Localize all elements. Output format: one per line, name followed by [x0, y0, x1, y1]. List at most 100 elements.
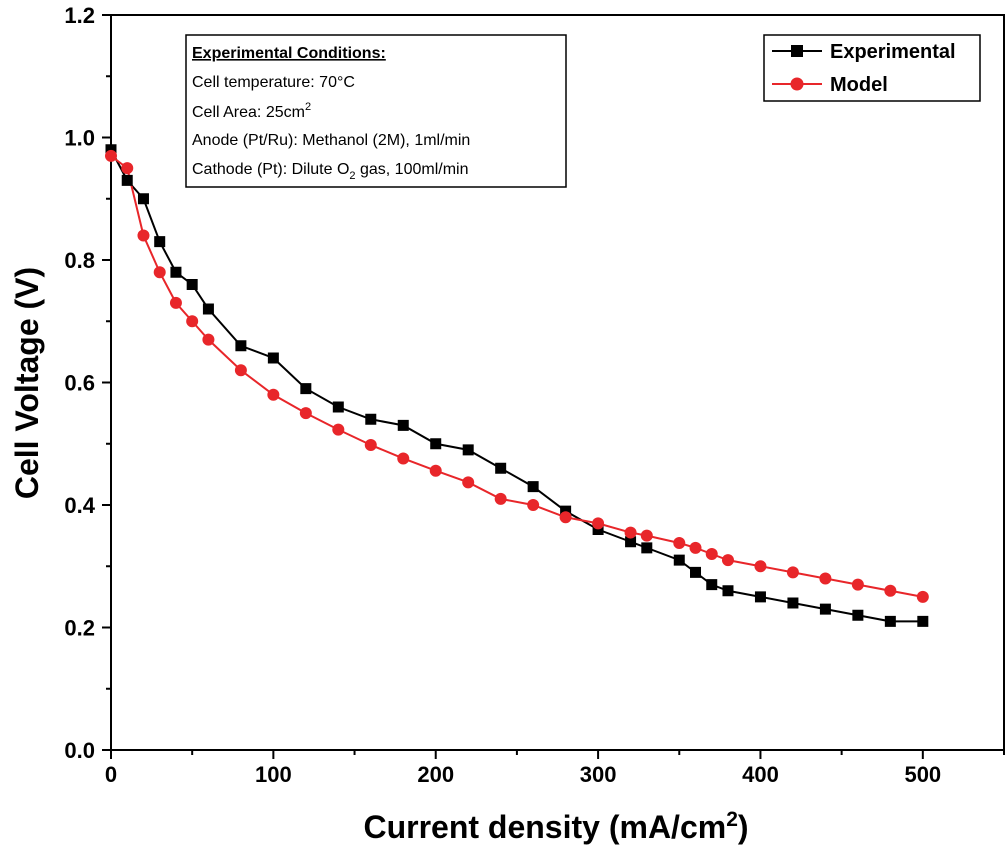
data-point-model	[640, 529, 653, 542]
data-point-experimental	[105, 144, 117, 156]
series-line-experimental	[110, 149, 923, 623]
data-point-experimental	[397, 419, 409, 431]
data-point-model	[364, 438, 377, 451]
data-point-experimental	[852, 609, 864, 621]
y-tick-label: 0.6	[64, 371, 95, 396]
data-point-experimental	[170, 266, 182, 278]
data-point-model	[786, 566, 799, 579]
data-point-model	[916, 590, 929, 603]
x-tick-label: 200	[417, 762, 454, 787]
data-point-model	[689, 541, 702, 554]
data-point-model	[624, 526, 637, 539]
data-point-experimental	[625, 536, 637, 548]
y-tick-label: 0.4	[64, 493, 95, 518]
data-point-experimental	[300, 383, 312, 395]
y-ticks: 0.0 0.2 0.4 0.6 0.8 1.0 1.2	[64, 3, 111, 763]
legend: Experimental Model	[763, 34, 981, 102]
data-point-model	[299, 407, 312, 420]
legend-marker-experimental	[791, 45, 803, 57]
data-point-experimental	[884, 615, 896, 627]
data-point-model	[884, 584, 897, 597]
x-tick-label: 100	[255, 762, 292, 787]
data-point-model	[202, 333, 215, 346]
data-point-model	[851, 578, 864, 591]
data-point-experimental	[154, 236, 166, 248]
conditions-title: Experimental Conditions:	[192, 45, 386, 62]
data-point-experimental	[430, 438, 442, 450]
data-point-model	[234, 364, 247, 377]
data-point-model	[137, 229, 150, 242]
conditions-line-area-sup: 2	[305, 101, 311, 113]
data-point-model	[559, 511, 572, 524]
legend-label-experimental: Experimental	[830, 41, 956, 63]
data-point-model	[462, 476, 475, 489]
data-point-experimental	[722, 585, 734, 597]
conditions-line-cathode-sub: 2	[349, 170, 355, 182]
series-layer	[105, 144, 929, 627]
data-point-model	[721, 554, 734, 567]
data-point-model	[754, 560, 767, 573]
conditions-line-temperature: Cell temperature: 70°C	[192, 74, 355, 91]
data-point-experimental	[462, 444, 474, 456]
data-point-model	[169, 296, 182, 309]
data-point-experimental	[592, 524, 604, 535]
x-axis-title: Current density (mA/cm2)	[363, 808, 748, 845]
data-point-model	[121, 162, 134, 175]
data-point-model	[673, 536, 686, 549]
data-point-experimental	[235, 340, 247, 352]
y-tick-label: 0.0	[64, 738, 95, 763]
data-point-experimental	[202, 303, 214, 315]
data-point-experimental	[121, 174, 133, 186]
x-tick-label: 0	[105, 762, 117, 787]
data-point-experimental	[690, 566, 702, 578]
data-point-model	[705, 548, 718, 560]
data-point-model	[267, 388, 280, 401]
x-ticks: 0 100 200 300 400 500	[105, 750, 1005, 787]
data-point-model	[592, 517, 605, 530]
data-point-experimental	[186, 279, 198, 290]
data-point-experimental	[527, 481, 539, 493]
data-point-model	[105, 149, 117, 162]
x-tick-label: 300	[580, 762, 617, 787]
legend-marker-model	[790, 77, 804, 91]
data-point-model	[397, 452, 410, 465]
data-point-experimental	[137, 193, 149, 205]
x-axis-title-main: Current density (mA/cm	[363, 809, 726, 845]
data-point-model	[332, 423, 345, 436]
y-tick-label: 0.2	[64, 616, 95, 641]
data-point-experimental	[560, 505, 572, 517]
data-point-experimental	[819, 603, 831, 615]
conditions-line-area-text: Cell Area: 25cm	[192, 104, 305, 121]
conditions-line-area: Cell Area: 25cm2	[192, 101, 311, 121]
data-point-model	[153, 266, 166, 279]
data-point-experimental	[495, 462, 507, 474]
data-point-experimental	[641, 542, 653, 554]
conditions-line-cathode-rest: gas, 100ml/min	[356, 161, 469, 178]
series-line-model	[110, 155, 924, 598]
data-point-experimental	[267, 352, 279, 364]
data-point-experimental	[673, 554, 685, 566]
conditions-line-cathode: Cathode (Pt): Dilute O2 gas, 100ml/min	[192, 161, 468, 182]
y-tick-label: 1.0	[64, 126, 95, 151]
y-tick-label: 1.2	[64, 3, 95, 28]
conditions-box-frame	[185, 34, 567, 188]
x-axis-title-sup: 2	[726, 808, 738, 831]
data-point-experimental	[917, 615, 929, 627]
conditions-line-anode: Anode (Pt/Ru): Methanol (2M), 1ml/min	[192, 132, 470, 149]
data-point-experimental	[787, 597, 799, 609]
data-point-model	[819, 572, 832, 585]
legend-label-model: Model	[830, 74, 888, 96]
y-tick-label: 0.8	[64, 248, 95, 273]
data-point-model	[186, 315, 199, 328]
legend-frame	[763, 34, 981, 102]
data-point-model	[429, 464, 442, 477]
data-point-experimental	[706, 579, 718, 591]
x-tick-label: 500	[904, 762, 941, 787]
conditions-box: Experimental Conditions: Cell temperatur…	[185, 34, 567, 188]
data-point-experimental	[332, 401, 344, 413]
data-point-experimental	[754, 591, 766, 603]
x-axis-title-end: )	[738, 809, 749, 845]
x-tick-label: 400	[742, 762, 779, 787]
conditions-line-cathode-text: Cathode (Pt): Dilute O	[192, 161, 349, 178]
